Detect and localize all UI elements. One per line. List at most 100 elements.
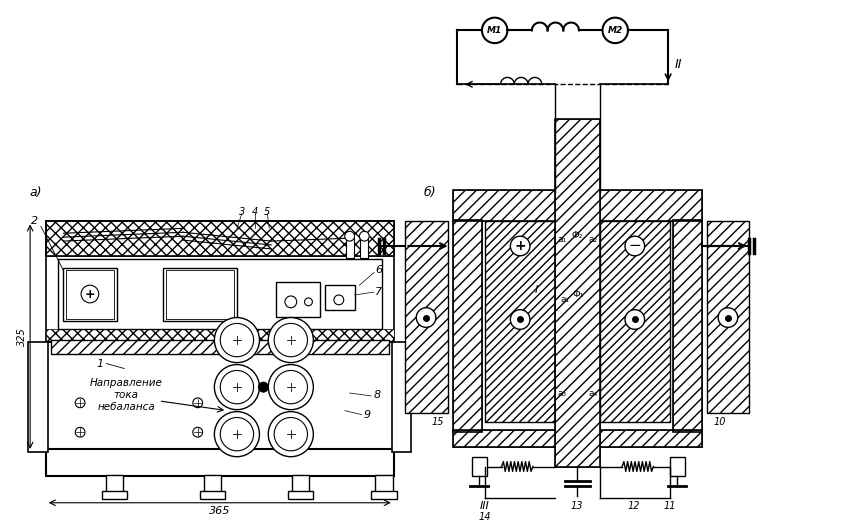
- Circle shape: [268, 412, 314, 457]
- Bar: [106, 475, 123, 493]
- Circle shape: [344, 231, 355, 241]
- Circle shape: [268, 317, 314, 363]
- Text: Ф₁: Ф₁: [572, 291, 583, 300]
- Circle shape: [220, 370, 253, 404]
- Text: тока: тока: [113, 390, 138, 400]
- Circle shape: [220, 417, 253, 451]
- Bar: [46, 221, 393, 256]
- Bar: [472, 457, 487, 476]
- Bar: [707, 221, 750, 413]
- Circle shape: [192, 427, 203, 437]
- Bar: [556, 119, 600, 466]
- Text: M2: M2: [607, 26, 623, 35]
- Circle shape: [718, 308, 738, 327]
- Text: I: I: [535, 285, 539, 295]
- Circle shape: [510, 236, 530, 256]
- Circle shape: [215, 365, 259, 410]
- Text: 6: 6: [375, 266, 382, 276]
- Text: Ф₂: Ф₂: [571, 231, 582, 240]
- Bar: [392, 342, 411, 452]
- Text: 10: 10: [714, 417, 727, 427]
- Circle shape: [305, 298, 313, 306]
- Bar: [51, 340, 389, 354]
- Text: +: +: [515, 239, 526, 253]
- Bar: [204, 475, 222, 493]
- Text: 4: 4: [252, 207, 258, 217]
- Bar: [453, 190, 703, 221]
- Bar: [101, 491, 127, 499]
- Text: 11: 11: [664, 501, 676, 511]
- Bar: [46, 329, 393, 344]
- Text: 8: 8: [374, 390, 381, 400]
- Bar: [46, 449, 393, 476]
- Bar: [58, 259, 382, 329]
- Bar: [371, 491, 397, 499]
- Circle shape: [220, 324, 253, 357]
- Text: II: II: [674, 58, 682, 71]
- Bar: [361, 238, 369, 258]
- Bar: [405, 221, 448, 413]
- Bar: [453, 190, 703, 221]
- Bar: [325, 285, 355, 309]
- Bar: [288, 491, 314, 499]
- Text: 13: 13: [570, 501, 583, 511]
- Bar: [670, 457, 685, 476]
- Bar: [375, 475, 393, 493]
- Bar: [673, 219, 703, 432]
- Bar: [46, 221, 393, 256]
- Text: 5: 5: [265, 207, 271, 217]
- Bar: [453, 219, 482, 432]
- Text: III: III: [480, 501, 490, 511]
- Bar: [64, 268, 118, 321]
- Text: −: −: [629, 239, 641, 254]
- Text: +: +: [84, 288, 95, 301]
- Circle shape: [76, 398, 85, 408]
- Bar: [453, 430, 703, 447]
- Circle shape: [625, 236, 644, 256]
- Bar: [707, 221, 750, 413]
- Bar: [276, 282, 320, 317]
- Bar: [66, 270, 114, 318]
- Circle shape: [274, 324, 308, 357]
- Text: a₄: a₄: [588, 389, 597, 398]
- Circle shape: [274, 417, 308, 451]
- Text: 12: 12: [628, 501, 640, 511]
- Circle shape: [81, 285, 99, 303]
- Bar: [46, 342, 393, 452]
- Bar: [51, 340, 389, 354]
- Circle shape: [359, 231, 369, 241]
- Circle shape: [334, 295, 344, 305]
- Circle shape: [417, 308, 436, 327]
- Text: 2: 2: [30, 217, 38, 227]
- Text: 15: 15: [431, 417, 444, 427]
- Bar: [199, 491, 225, 499]
- Circle shape: [482, 18, 508, 43]
- Bar: [163, 268, 237, 321]
- Bar: [46, 221, 393, 256]
- Bar: [484, 221, 556, 423]
- Bar: [28, 342, 48, 452]
- Text: 1: 1: [96, 358, 103, 368]
- Text: M1: M1: [487, 26, 503, 35]
- Circle shape: [259, 382, 268, 392]
- Text: а): а): [30, 185, 42, 199]
- Text: a₁: a₁: [557, 234, 567, 244]
- Circle shape: [76, 427, 85, 437]
- Bar: [345, 238, 354, 258]
- Circle shape: [215, 412, 259, 457]
- Bar: [600, 221, 670, 423]
- Text: небаланса: небаланса: [97, 402, 155, 412]
- Text: б): б): [423, 185, 436, 199]
- Bar: [46, 253, 393, 344]
- Circle shape: [192, 398, 203, 408]
- Text: a₃: a₃: [557, 389, 567, 398]
- Bar: [453, 219, 482, 432]
- Text: 9: 9: [363, 410, 371, 419]
- Text: 365: 365: [209, 505, 230, 516]
- Circle shape: [602, 18, 628, 43]
- Bar: [484, 221, 556, 423]
- Text: 14: 14: [478, 513, 491, 521]
- Circle shape: [268, 365, 314, 410]
- Circle shape: [215, 317, 259, 363]
- Circle shape: [285, 296, 296, 308]
